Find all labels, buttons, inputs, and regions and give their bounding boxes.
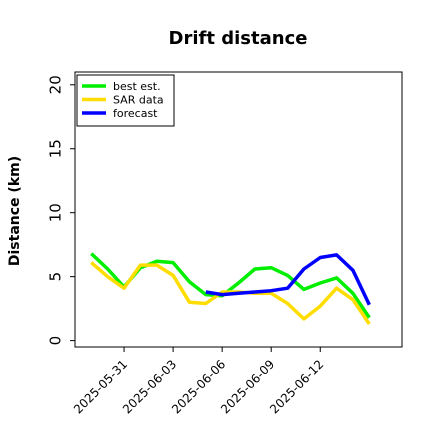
y-tick-label: 20 (46, 75, 64, 94)
y-axis-ticks: 0 5 10 15 20 (46, 75, 75, 345)
chart-title: Drift distance (169, 28, 308, 49)
series-line-forecast (205, 253, 371, 306)
series-line-sar-data (90, 261, 371, 325)
legend-box (76, 74, 175, 127)
series-lines (90, 252, 371, 325)
x-axis-ticks: 2025-05-312025-06-032025-06-062025-06-09… (71, 347, 326, 416)
y-tick-label: 15 (46, 139, 64, 158)
legend-entry: forecast (113, 107, 158, 120)
y-axis-label: Distance (km) (7, 156, 23, 266)
legend-entry: SAR data (113, 93, 164, 106)
legend-entry: best est. (113, 80, 161, 93)
y-tick-label: 0 (46, 336, 64, 346)
plot-frame (74, 71, 403, 348)
y-tick-label: 10 (46, 203, 64, 222)
series-line-best-est (90, 252, 371, 319)
y-tick-label: 5 (46, 272, 64, 282)
